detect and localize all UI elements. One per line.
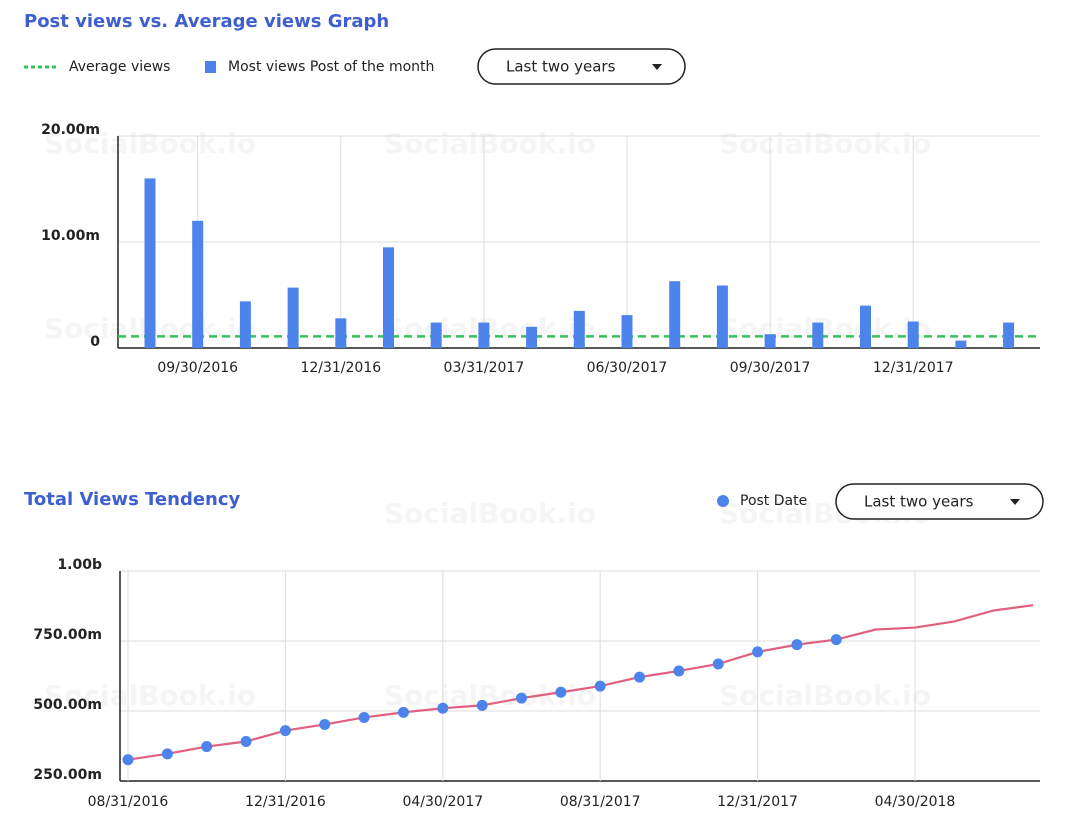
chart-title: Total Views Tendency xyxy=(24,489,241,510)
bar xyxy=(526,326,538,348)
bar xyxy=(812,322,824,348)
data-point xyxy=(830,634,842,646)
data-point xyxy=(555,686,567,698)
x-tick-label: 04/30/2017 xyxy=(402,794,483,810)
watermark: SocialBook.io xyxy=(384,127,596,160)
y-tick-label: 20.00m xyxy=(41,122,100,138)
x-tick-label: 12/31/2016 xyxy=(300,360,381,376)
bar xyxy=(907,321,919,348)
bar xyxy=(287,287,299,348)
bar xyxy=(192,220,204,348)
data-point xyxy=(358,711,370,723)
bar xyxy=(478,322,490,348)
data-point xyxy=(791,639,803,651)
x-tick-label: 04/30/2018 xyxy=(875,794,956,810)
x-tick-label: 12/31/2017 xyxy=(873,360,954,376)
bar xyxy=(239,301,251,348)
data-point xyxy=(712,658,724,670)
watermark: SocialBook.io xyxy=(384,312,596,345)
data-point xyxy=(673,665,685,677)
legend-swatch xyxy=(205,61,216,73)
y-tick-label: 500.00m xyxy=(33,697,102,713)
bar xyxy=(573,310,585,348)
bar xyxy=(669,281,681,348)
data-point xyxy=(201,741,213,753)
bar xyxy=(144,178,156,348)
data-point xyxy=(634,671,646,683)
bar xyxy=(860,305,871,348)
data-point xyxy=(476,699,488,711)
bar xyxy=(621,315,633,348)
legend-swatch xyxy=(717,495,729,507)
x-tick-label: 08/31/2017 xyxy=(560,794,641,810)
x-tick-label: 03/31/2017 xyxy=(444,360,525,376)
data-point xyxy=(437,702,449,714)
x-tick-label: 09/30/2016 xyxy=(157,360,238,376)
watermark: SocialBook.io xyxy=(719,679,931,712)
legend-label: Average views xyxy=(69,59,170,75)
chart-title: Post views vs. Average views Graph xyxy=(24,11,389,32)
watermark: SocialBook.io xyxy=(384,497,596,530)
data-point xyxy=(594,680,606,692)
data-point xyxy=(752,646,764,658)
bar xyxy=(430,322,442,348)
dropdown[interactable] xyxy=(835,483,1044,520)
legend-label: Most views Post of the month xyxy=(228,59,434,75)
watermark: SocialBook.io xyxy=(719,127,931,160)
y-tick-label: 750.00m xyxy=(33,627,102,643)
x-tick-label: 09/30/2017 xyxy=(730,360,811,376)
y-tick-label: 250.00m xyxy=(33,767,102,783)
watermark: SocialBook.io xyxy=(719,312,931,345)
data-point xyxy=(240,736,252,748)
data-point xyxy=(161,748,173,760)
data-point xyxy=(397,706,409,718)
bar xyxy=(764,334,776,348)
bar xyxy=(955,340,967,348)
bar xyxy=(716,285,728,348)
x-tick-label: 08/31/2016 xyxy=(88,794,169,810)
y-tick-label: 10.00m xyxy=(41,228,100,244)
data-point xyxy=(279,725,291,737)
x-tick-label: 12/31/2016 xyxy=(245,794,326,810)
dropdown-label[interactable]: Last two years xyxy=(864,493,974,511)
legend-label: Post Date xyxy=(740,493,807,509)
y-tick-label: 1.00b xyxy=(57,557,102,573)
trend-line xyxy=(127,604,1034,761)
dropdown[interactable] xyxy=(477,48,686,85)
bar xyxy=(383,247,394,348)
dropdown-arrow[interactable] xyxy=(652,64,662,70)
data-point xyxy=(122,754,134,766)
bar xyxy=(335,318,347,348)
bar xyxy=(1003,322,1015,348)
y-tick-label: 0 xyxy=(90,334,100,350)
x-tick-label: 06/30/2017 xyxy=(587,360,668,376)
data-point xyxy=(516,692,527,704)
x-tick-label: 12/31/2017 xyxy=(717,794,798,810)
data-point xyxy=(319,718,331,730)
dropdown-arrow[interactable] xyxy=(1010,499,1020,505)
dropdown-label[interactable]: Last two years xyxy=(506,58,616,76)
